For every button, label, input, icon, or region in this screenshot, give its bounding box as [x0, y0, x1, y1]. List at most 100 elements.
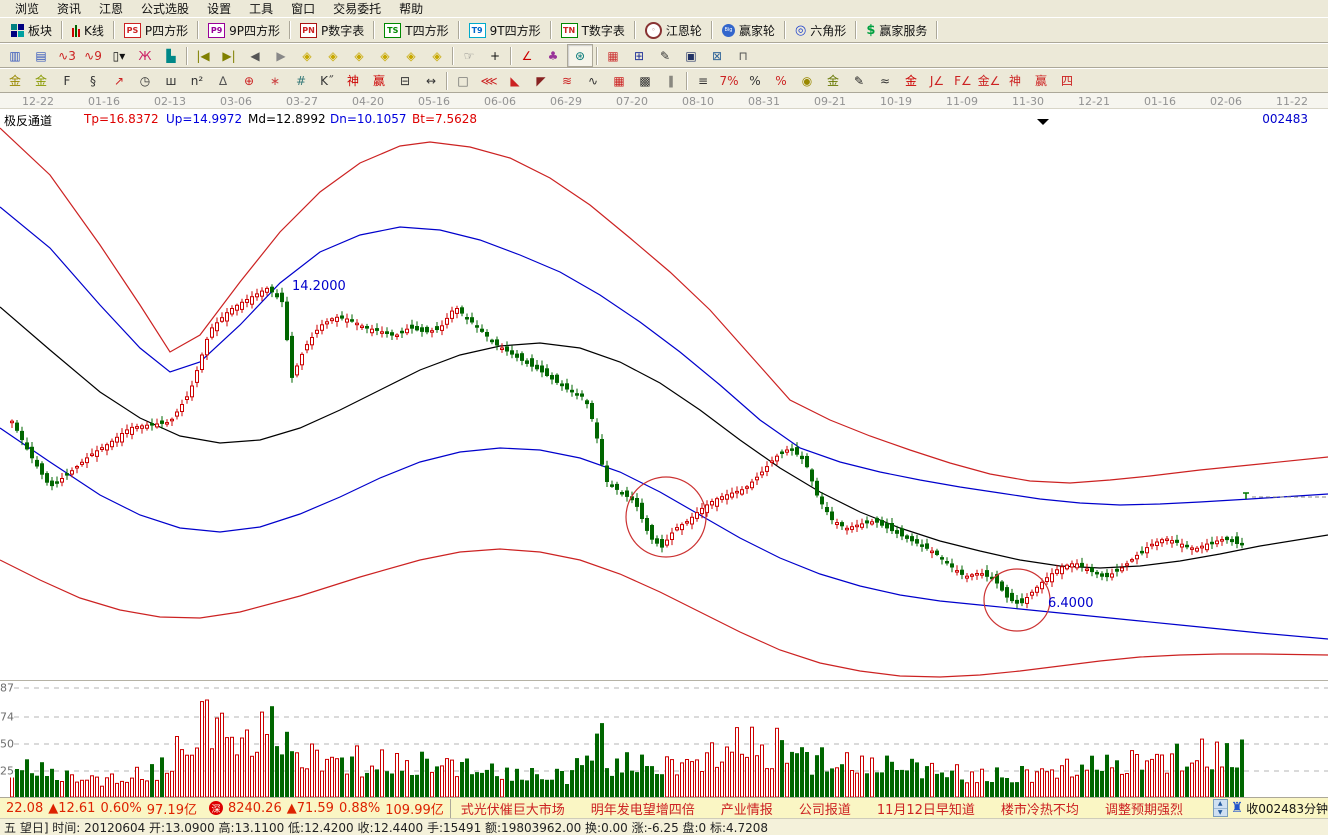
- prev-icon[interactable]: ◀: [250, 48, 260, 63]
- fan-lines-icon[interactable]: ≋: [561, 73, 573, 88]
- tree-icon[interactable]: ♣: [547, 48, 559, 63]
- menu-trade[interactable]: 交易委托: [333, 2, 382, 16]
- ying-angle-icon[interactable]: 赢: [1034, 74, 1047, 88]
- diamond-expand-icon[interactable]: ◈: [406, 48, 416, 63]
- kline-chart-canvas[interactable]: 14.2000 6.4000 极反通道 Tp=16.8372 Up=14.9972 M…: [0, 109, 1328, 680]
- diamond-full-icon[interactable]: ◈: [432, 48, 442, 63]
- news-headline[interactable]: 公司报道: [798, 802, 851, 818]
- gold-bars-icon[interactable]: 金: [826, 74, 839, 88]
- kline-period-icon[interactable]: ▯▾: [112, 48, 126, 63]
- gann-shape-icon[interactable]: Ж: [138, 48, 152, 63]
- menu-help[interactable]: 帮助: [399, 2, 424, 16]
- si-angle-icon[interactable]: 四: [1060, 74, 1073, 88]
- j-angle-icon[interactable]: J∠: [929, 73, 945, 88]
- save-icon[interactable]: ▣: [685, 48, 697, 63]
- tb-board[interactable]: 板块: [4, 20, 59, 41]
- export-icon[interactable]: ⊠: [711, 48, 723, 63]
- wave-icon[interactable]: ≈: [879, 73, 891, 88]
- brain-icon[interactable]: ⊛: [567, 44, 593, 67]
- tb-gann-wheel[interactable]: ◦ 江恩轮: [638, 20, 709, 41]
- crosshair-icon[interactable]: +: [489, 48, 501, 63]
- diamond-left-icon[interactable]: ◈: [302, 48, 312, 63]
- parallel-icon[interactable]: ∥: [668, 73, 674, 88]
- calendar-icon[interactable]: ▦: [607, 48, 619, 63]
- profile-chart-icon[interactable]: ▙: [166, 48, 176, 63]
- chart-3-icon[interactable]: ∿3: [58, 48, 76, 63]
- diamond-compress-icon[interactable]: ◈: [380, 48, 390, 63]
- zigzag-icon[interactable]: ∿: [587, 73, 599, 88]
- target-icon[interactable]: ⊕: [243, 73, 255, 88]
- rocket-icon[interactable]: ↗: [113, 73, 125, 88]
- menu-browse[interactable]: 浏览: [15, 2, 40, 16]
- fan-fill-icon[interactable]: ◤: [536, 73, 546, 88]
- pen-icon[interactable]: ✎: [853, 73, 865, 88]
- diamond-hswap-icon[interactable]: ◈: [354, 48, 364, 63]
- percent7-icon[interactable]: 7%: [719, 73, 739, 88]
- tb-winner-wheel[interactable]: Big 赢家轮: [715, 20, 782, 41]
- comb-icon[interactable]: ш: [165, 73, 177, 88]
- tb-p-table[interactable]: PN P数字表: [293, 20, 371, 41]
- news-headline[interactable]: 产业情报: [720, 802, 773, 818]
- last-page-icon[interactable]: ▶|: [222, 48, 236, 63]
- menu-settings[interactable]: 设置: [207, 2, 232, 16]
- tb-t-square[interactable]: TS T四方形: [377, 20, 455, 41]
- n2-icon[interactable]: n²: [190, 73, 204, 88]
- news-headline[interactable]: 11月12日早知道: [876, 802, 975, 818]
- web-grid-icon[interactable]: #: [295, 73, 307, 88]
- k-quote-icon[interactable]: K˝: [320, 73, 334, 88]
- notebook-icon[interactable]: ✎: [659, 48, 671, 63]
- tb-t-table[interactable]: TN T数字表: [554, 20, 632, 41]
- tb-kline[interactable]: K线: [65, 20, 111, 41]
- span-arrow-icon[interactable]: ↔: [425, 73, 437, 88]
- chart-9-icon[interactable]: ∿9: [84, 48, 102, 63]
- ying-icon[interactable]: 赢: [372, 74, 385, 88]
- f-ruler-icon[interactable]: F: [63, 73, 71, 88]
- gold-line-icon[interactable]: 金: [34, 74, 47, 88]
- gold-circle-icon[interactable]: ◉: [801, 73, 813, 88]
- tb-hexagon[interactable]: ◎ 六角形: [788, 20, 853, 41]
- calculator-icon[interactable]: ⊞: [633, 48, 645, 63]
- abacus-icon[interactable]: ⊟: [399, 73, 411, 88]
- tb-9t-square[interactable]: T9 9T四方形: [462, 20, 548, 41]
- first-page-icon[interactable]: |◀: [196, 48, 210, 63]
- tb-winner-service[interactable]: $ 赢家服务: [859, 20, 934, 41]
- grid-red-icon[interactable]: ▦: [613, 73, 625, 88]
- spiral-icon[interactable]: §: [90, 73, 96, 88]
- gold-angle-icon[interactable]: 金∠: [977, 74, 1001, 88]
- grid-dark-icon[interactable]: ▩: [639, 73, 651, 88]
- tb-9p-square[interactable]: P9 9P四方形: [201, 20, 287, 41]
- menu-tools[interactable]: 工具: [249, 2, 274, 16]
- fan-box-icon[interactable]: ◣: [510, 73, 520, 88]
- news-headline[interactable]: 楼市冷热不均: [1000, 802, 1079, 818]
- next-icon[interactable]: ▶: [276, 48, 286, 63]
- print-icon[interactable]: ⊓: [738, 48, 748, 63]
- news-scroll-spinner[interactable]: ▲ ▼: [1212, 799, 1228, 817]
- scroll-down-icon[interactable]: ▼: [1217, 808, 1223, 816]
- shen-angle-icon[interactable]: 神: [1008, 74, 1021, 88]
- diamond-right-icon[interactable]: ◈: [328, 48, 338, 63]
- shen-icon[interactable]: 神: [346, 74, 359, 88]
- protractor-icon[interactable]: ∆: [218, 73, 228, 88]
- bars-icon[interactable]: ≡: [697, 73, 709, 88]
- news-headline[interactable]: 明年发电望增四倍: [590, 802, 695, 818]
- menu-formula-select[interactable]: 公式选股: [141, 2, 190, 16]
- news-headline[interactable]: 调整预期强烈: [1104, 802, 1183, 818]
- angle-measure-icon[interactable]: ∠: [521, 48, 533, 63]
- gold-red-icon[interactable]: 金: [904, 74, 917, 88]
- menu-news[interactable]: 资讯: [57, 2, 82, 16]
- menu-window[interactable]: 窗口: [291, 2, 316, 16]
- menu-gann[interactable]: 江恩: [99, 2, 124, 16]
- f-angle-icon[interactable]: F∠: [954, 73, 972, 88]
- scroll-up-icon[interactable]: ▲: [1213, 800, 1227, 809]
- time-cycle-icon[interactable]: ◷: [139, 73, 151, 88]
- tb-p-square[interactable]: PS P四方形: [117, 20, 195, 41]
- percent-line-icon[interactable]: %: [775, 73, 787, 88]
- frame-icon[interactable]: □: [457, 73, 469, 88]
- gold-hammer-icon[interactable]: 金: [8, 74, 21, 88]
- rays-icon[interactable]: ⋘: [480, 73, 498, 88]
- news-headline[interactable]: 式光伏催巨大市场: [460, 802, 565, 818]
- star-burst-icon[interactable]: ∗: [269, 73, 281, 88]
- hand-icon[interactable]: ☞: [463, 48, 475, 63]
- info-doc-icon[interactable]: ▤: [35, 48, 47, 63]
- volume-panel[interactable]: 87 74 50 25: [0, 680, 1328, 798]
